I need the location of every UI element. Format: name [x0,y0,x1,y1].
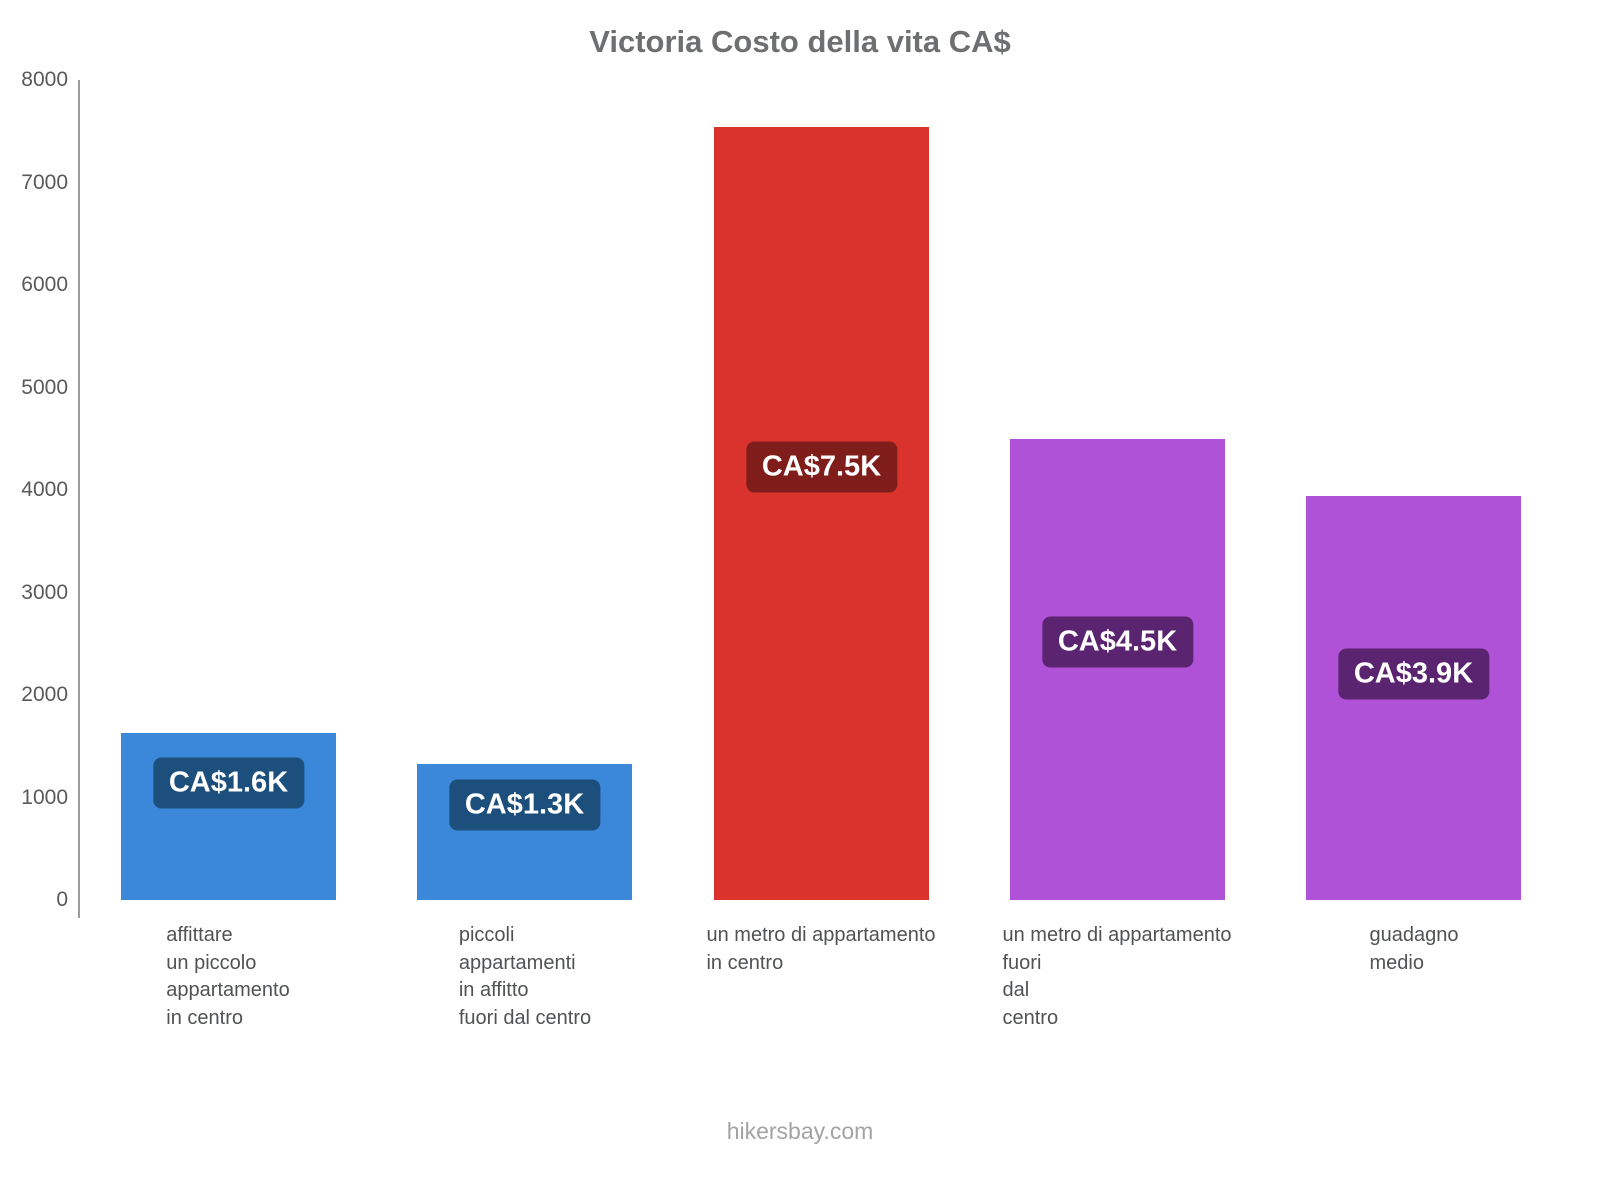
category-label-line: guadagno [1369,924,1459,946]
category-label-line: un metro di appartamento [706,924,936,946]
footer-watermark: hikersbay.com [726,1118,874,1144]
bar: CA$1.6K [121,733,336,900]
x-axis-labels: affittare un piccolo appartamento in centro… [80,922,1562,1052]
y-tick-label: 1000 [21,785,68,809]
x-axis-category-label: guadagno medio [1370,922,1459,977]
bar: CA$7.5K [714,127,929,900]
category-label-line: un metro di appartamento [1002,924,1232,946]
y-tick-label: 3000 [21,580,68,604]
chart-title: Victoria Costo della vita CA$ [589,24,1011,59]
x-axis-category-label: piccoli appartamenti in affitto fuori dal c… [459,922,591,1032]
bar-value-label: CA$3.9K [1337,648,1490,700]
bar-value-label: CA$1.6K [152,757,305,809]
category-label-line: in centro [706,951,784,974]
x-axis-category-label: affittare un piccolo appartamento in centro [166,922,289,1032]
category-label-line: dal [1002,979,1030,1001]
y-tick-label: 7000 [21,170,68,194]
category-label-line: appartamenti [458,951,576,974]
plot-area: 0 1000 2000 3000 4000 5000 6000 7000 8000 CA$1.6… [21,68,1562,918]
category-label-line: piccoli [458,924,515,946]
category-label-line: centro [1002,1006,1059,1029]
bar: CA$4.5K [1010,439,1225,900]
y-axis-line [78,80,80,918]
category-label-line: appartamento [166,979,290,1001]
category-label-line: fuori dal centro [458,1006,592,1029]
category-label-line: in affitto [458,979,529,1001]
category-label-line: un piccolo [166,951,257,974]
x-axis-category-label: un metro di appartamento in centro [706,922,935,977]
y-tick-label: 8000 [21,68,68,91]
bar: CA$1.3K [417,764,632,900]
bar-value-label: CA$4.5K [1041,616,1194,668]
bar-value-label: CA$7.5K [745,441,898,493]
y-tick-label: 5000 [21,375,68,399]
category-label-line: affittare [166,924,233,946]
category-label-line: in centro [166,1006,244,1029]
y-tick-label: 0 [56,888,68,911]
category-label-line: medio [1369,951,1424,974]
bar: CA$3.9K [1306,496,1521,900]
y-tick-label: 4000 [21,478,68,501]
x-axis-category-label: un metro di appartamento fuori dal centro [1002,922,1231,1032]
bar-value-label: CA$1.3K [448,779,601,831]
y-tick-label: 2000 [21,683,68,706]
y-tick-label: 6000 [21,273,68,296]
category-label-line: fuori [1002,951,1042,974]
